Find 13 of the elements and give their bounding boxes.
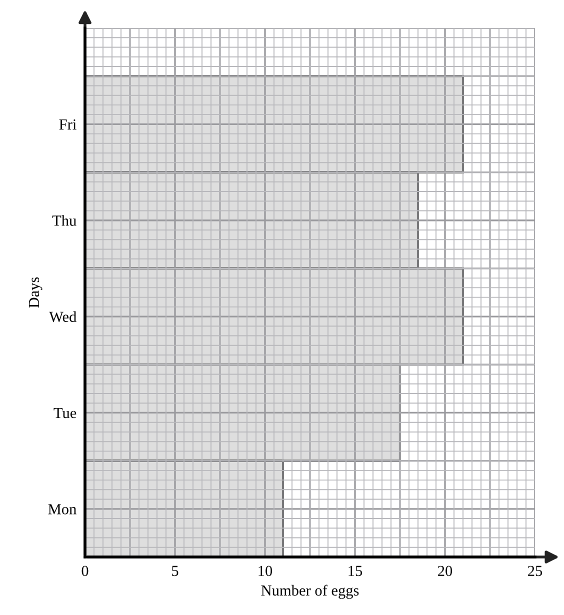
y-tick-label: Tue <box>54 408 76 418</box>
y-tick-label: Fri <box>59 119 76 130</box>
y-tick-label: Mon <box>48 504 76 514</box>
x-tick-label: 25 <box>528 566 542 576</box>
y-tick-label: Thu <box>52 215 76 226</box>
x-tick-label: 10 <box>258 566 272 576</box>
x-tick-label: 0 <box>82 566 88 576</box>
x-axis-title: Number of eggs <box>261 584 359 599</box>
x-tick-label: 20 <box>438 566 452 576</box>
x-tick-label: 15 <box>348 566 362 576</box>
y-axis-title: Days <box>28 277 42 308</box>
x-tick-label: 5 <box>172 566 178 576</box>
y-tick-label: Wed <box>49 311 76 322</box>
